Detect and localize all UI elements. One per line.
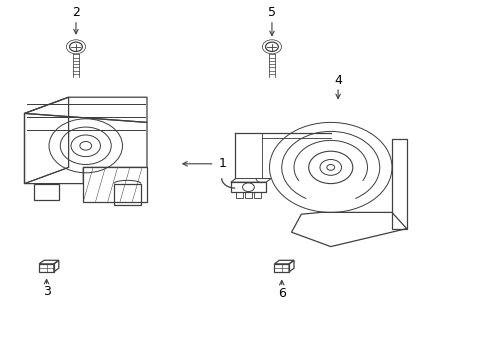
Bar — [274, 264, 289, 272]
Bar — [245, 192, 252, 198]
Bar — [236, 192, 243, 198]
Text: 5: 5 — [268, 6, 276, 19]
Text: 3: 3 — [43, 285, 50, 298]
Text: 4: 4 — [334, 75, 342, 87]
Bar — [39, 264, 54, 272]
Bar — [254, 192, 261, 198]
Text: 1: 1 — [219, 157, 227, 170]
Text: 2: 2 — [72, 6, 80, 19]
Text: 6: 6 — [278, 287, 286, 300]
